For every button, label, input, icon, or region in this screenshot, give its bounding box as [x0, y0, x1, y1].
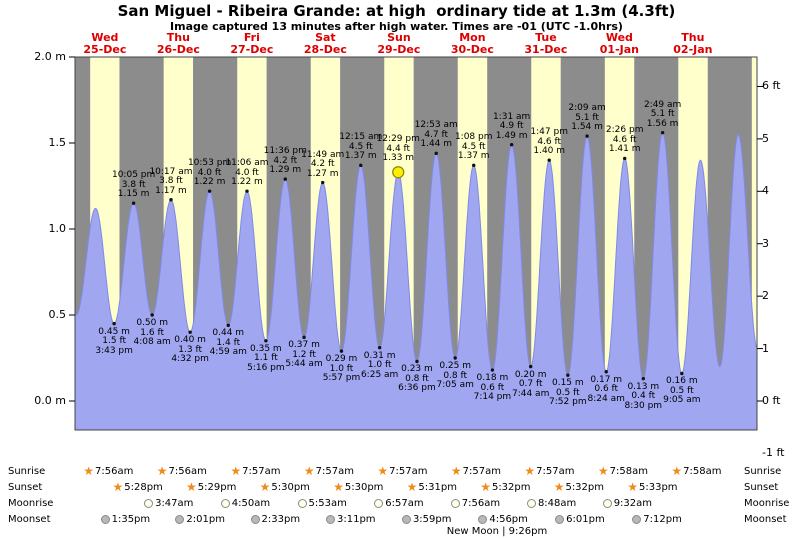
tide-event-marker [377, 345, 382, 350]
chart-title: San Miguel - Ribeira Grande: at high ord… [117, 2, 676, 20]
tide-event-marker [264, 339, 268, 343]
tide-event-marker [415, 359, 419, 364]
tide-curve-area [75, 132, 757, 430]
tide-event-marker [226, 323, 230, 328]
tide-event-marker [302, 335, 306, 340]
tide-event-marker [604, 370, 608, 374]
day-band [751, 57, 757, 430]
tide-event-marker [528, 364, 533, 369]
tide-event-marker [188, 330, 192, 334]
tide-event-marker [660, 130, 665, 135]
tide-event-marker [434, 151, 438, 156]
tide-event-marker [566, 373, 570, 377]
tide-event-marker [509, 143, 514, 147]
tide-event-marker [150, 313, 154, 317]
tide-event-marker [131, 201, 136, 205]
tide-event-marker [547, 158, 551, 162]
tide-event-marker [623, 156, 627, 161]
tide-event-marker [207, 189, 212, 193]
tide-event-marker [320, 180, 325, 185]
tide-event-marker [472, 163, 476, 168]
tide-event-marker [283, 177, 287, 181]
tide-event-marker [245, 189, 249, 193]
tide-event-marker [641, 376, 645, 381]
chart-subtitle: Image captured 13 minutes after high wat… [170, 20, 623, 33]
tide-event-marker [490, 368, 495, 372]
tide-event-marker [339, 349, 344, 353]
tide-event-marker [169, 198, 173, 202]
tide-event-marker [359, 163, 363, 168]
tide-event-marker [453, 356, 457, 360]
current-time-marker [392, 166, 405, 179]
tide-event-marker [585, 134, 589, 138]
tide-event-marker [680, 371, 684, 376]
tide-event-marker [112, 321, 116, 326]
